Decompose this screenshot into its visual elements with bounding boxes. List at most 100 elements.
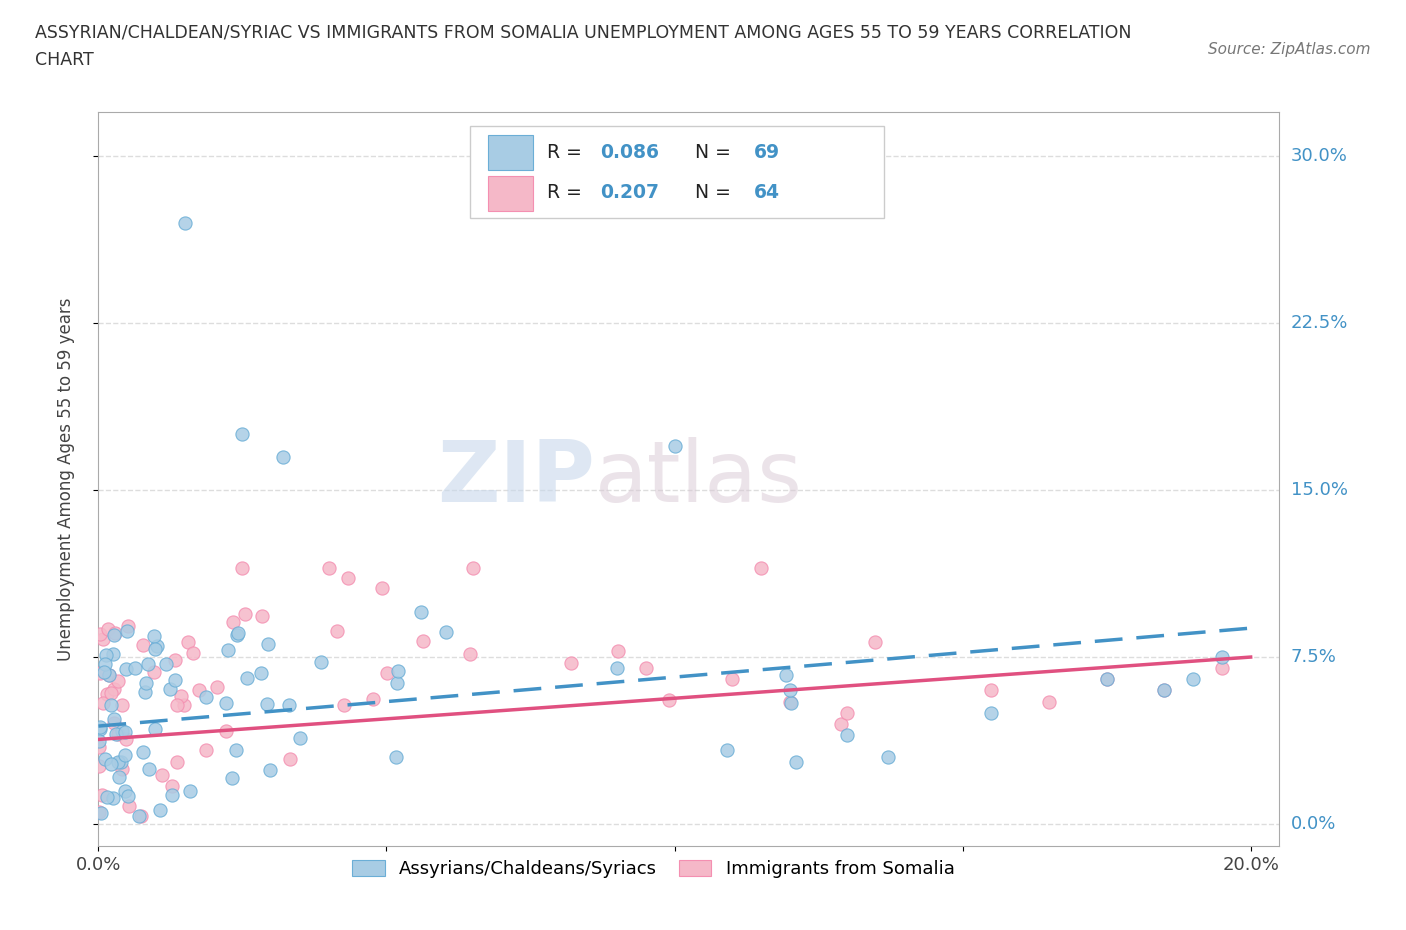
- Point: [114, 748, 136, 763]
- Point: [107, 755, 129, 770]
- Point: [117, 798, 139, 813]
- Point: [117, 789, 139, 804]
- Point: [101, 790, 124, 805]
- Point: [114, 724, 136, 739]
- Point: [132, 637, 155, 652]
- Point: [606, 660, 628, 675]
- Point: [166, 698, 188, 712]
- Point: [149, 803, 172, 817]
- Point: [187, 683, 209, 698]
- Point: [110, 755, 132, 770]
- Point: [107, 674, 129, 689]
- Point: [326, 624, 349, 639]
- Point: [837, 727, 859, 742]
- Point: [94, 648, 117, 663]
- Point: [97, 668, 120, 683]
- Text: 30.0%: 30.0%: [1291, 147, 1347, 166]
- Point: [103, 682, 125, 697]
- Point: [114, 661, 136, 676]
- Point: [103, 716, 125, 731]
- Point: [779, 683, 801, 698]
- Point: [136, 657, 159, 671]
- Point: [387, 664, 409, 679]
- Point: [336, 571, 359, 586]
- Point: [194, 743, 217, 758]
- Point: [111, 698, 134, 712]
- Point: [278, 751, 301, 766]
- Point: [132, 745, 155, 760]
- Point: [179, 784, 201, 799]
- Point: [780, 696, 803, 711]
- Point: [775, 668, 797, 683]
- Point: [104, 727, 127, 742]
- Point: [89, 740, 111, 755]
- Point: [1095, 671, 1118, 686]
- Text: 7.5%: 7.5%: [1291, 648, 1337, 666]
- Point: [103, 712, 125, 727]
- Point: [138, 761, 160, 776]
- Point: [290, 731, 312, 746]
- Point: [271, 449, 294, 464]
- Point: [111, 762, 134, 777]
- Point: [177, 635, 200, 650]
- Point: [634, 660, 657, 675]
- FancyBboxPatch shape: [471, 126, 884, 219]
- Point: [215, 724, 238, 738]
- Point: [333, 698, 356, 713]
- FancyBboxPatch shape: [488, 176, 533, 211]
- FancyBboxPatch shape: [488, 135, 533, 170]
- Point: [89, 722, 111, 737]
- Point: [91, 631, 114, 646]
- Point: [222, 615, 245, 630]
- Point: [100, 685, 122, 700]
- Point: [721, 671, 744, 686]
- Point: [877, 750, 900, 764]
- Point: [98, 668, 121, 683]
- Point: [606, 644, 628, 658]
- Point: [87, 759, 110, 774]
- Point: [194, 689, 217, 704]
- Point: [256, 697, 278, 711]
- Point: [837, 705, 859, 720]
- Text: 22.5%: 22.5%: [1291, 314, 1348, 332]
- Point: [155, 657, 177, 671]
- Point: [93, 665, 115, 680]
- Point: [252, 608, 274, 623]
- Point: [779, 694, 801, 709]
- Text: N =: N =: [683, 183, 737, 202]
- Point: [114, 732, 136, 747]
- Point: [134, 684, 156, 699]
- Point: [103, 627, 125, 642]
- Point: [89, 734, 111, 749]
- Point: [980, 705, 1002, 720]
- Point: [165, 653, 187, 668]
- Point: [1211, 650, 1233, 665]
- Point: [375, 665, 398, 680]
- Point: [107, 726, 129, 741]
- Point: [1038, 694, 1060, 709]
- Point: [159, 682, 181, 697]
- Point: [110, 724, 132, 738]
- Point: [830, 716, 852, 731]
- Point: [278, 698, 301, 712]
- Text: R =: R =: [547, 142, 588, 162]
- Point: [90, 806, 112, 821]
- Text: 15.0%: 15.0%: [1291, 481, 1347, 499]
- Point: [434, 625, 457, 640]
- Point: [217, 643, 239, 658]
- Point: [100, 698, 122, 712]
- Text: 69: 69: [754, 142, 780, 162]
- Text: Source: ZipAtlas.com: Source: ZipAtlas.com: [1208, 42, 1371, 57]
- Point: [145, 641, 167, 656]
- Point: [142, 664, 165, 679]
- Text: 64: 64: [754, 183, 780, 202]
- Text: 0.207: 0.207: [600, 183, 659, 202]
- Point: [97, 621, 120, 636]
- Text: ZIP: ZIP: [437, 437, 595, 521]
- Point: [129, 809, 152, 824]
- Point: [160, 779, 183, 794]
- Point: [256, 637, 278, 652]
- Point: [165, 673, 187, 688]
- Point: [311, 655, 333, 670]
- Point: [221, 771, 243, 786]
